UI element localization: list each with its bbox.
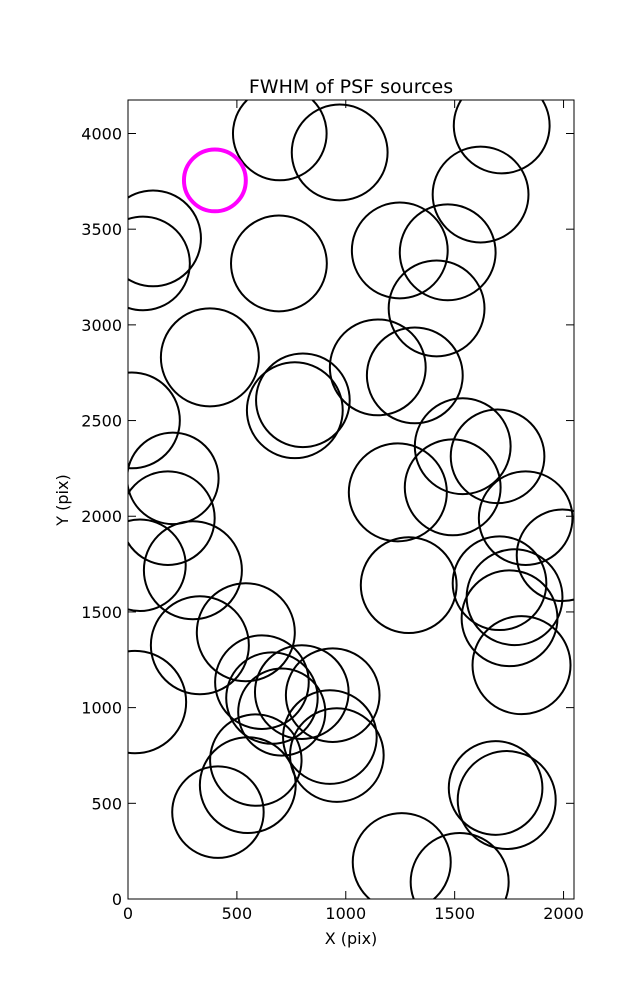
source-circle xyxy=(409,831,510,899)
source-circle xyxy=(149,595,250,696)
source-circle xyxy=(195,582,296,683)
source-circle xyxy=(347,442,448,543)
source-circle xyxy=(181,147,248,214)
source-circle xyxy=(365,326,464,425)
plot-area xyxy=(128,100,574,899)
y-tick-label: 2000 xyxy=(81,507,122,526)
source-circle xyxy=(351,812,452,899)
source-circle xyxy=(128,518,187,612)
x-tick-label: 1000 xyxy=(325,904,366,923)
axes-frame xyxy=(127,99,575,900)
y-tick-label: 1000 xyxy=(81,699,122,718)
source-circle xyxy=(128,371,181,470)
source-circle xyxy=(159,307,260,408)
source-circle xyxy=(359,536,458,635)
x-tick-label: 2000 xyxy=(543,904,584,923)
source-circle xyxy=(471,615,572,716)
source-circle xyxy=(128,649,188,755)
y-tick-label: 1500 xyxy=(81,603,122,622)
x-tick-label: 0 xyxy=(123,904,133,923)
y-axis-label: Y (pix) xyxy=(53,474,72,526)
source-circle xyxy=(209,713,303,807)
source-circle xyxy=(142,520,243,621)
source-circle xyxy=(431,145,530,244)
source-circle xyxy=(171,765,265,859)
source-circle xyxy=(289,707,385,803)
source-circle xyxy=(231,100,328,182)
y-tick-label: 0 xyxy=(112,890,122,909)
y-tick-label: 3000 xyxy=(81,316,122,335)
source-circle xyxy=(245,361,344,460)
source-circle xyxy=(237,667,327,757)
source-circle xyxy=(451,535,548,632)
x-axis-label: X (pix) xyxy=(325,929,378,948)
x-tick-label: 500 xyxy=(222,904,253,923)
x-tick-label: 1500 xyxy=(434,904,475,923)
source-circle xyxy=(328,318,427,417)
source-circle xyxy=(398,203,497,302)
source-circle xyxy=(128,189,202,288)
source-circle xyxy=(403,438,502,537)
source-circle xyxy=(255,352,351,449)
source-circle xyxy=(290,103,389,202)
y-tick-label: 2500 xyxy=(81,412,122,431)
source-circle xyxy=(456,750,557,851)
source-circle xyxy=(128,215,191,312)
y-tick-label: 3500 xyxy=(81,220,122,239)
y-tick-label: 500 xyxy=(91,794,122,813)
source-circle xyxy=(284,647,381,744)
source-circle xyxy=(452,100,551,175)
source-circle xyxy=(387,259,486,358)
source-circle xyxy=(460,569,559,668)
source-circle xyxy=(128,431,220,526)
source-circle xyxy=(282,689,378,785)
source-circle xyxy=(447,740,544,836)
source-circle xyxy=(253,644,350,740)
source-circle xyxy=(350,201,449,300)
source-circle xyxy=(214,634,310,730)
source-circle xyxy=(230,214,328,313)
source-circle xyxy=(128,470,216,566)
source-circle xyxy=(477,470,574,566)
y-tick-label: 4000 xyxy=(81,124,122,143)
chart-title: FWHM of PSF sources xyxy=(249,76,453,98)
source-circle xyxy=(198,736,297,835)
